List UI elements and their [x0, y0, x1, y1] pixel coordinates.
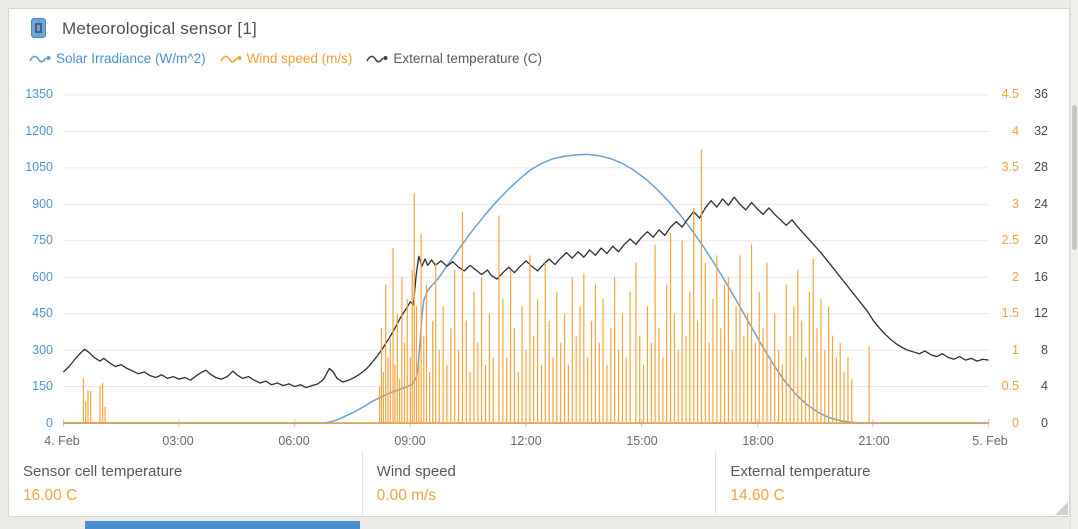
axis-tick-label: 1050 — [25, 160, 53, 175]
axis-tick-label: 900 — [32, 196, 53, 211]
axis-tick-label: 4.5 — [1001, 87, 1019, 101]
x-axis-tick-label: 4. Feb — [44, 434, 80, 448]
axis-tick-label: 8 — [1041, 342, 1048, 357]
x-axis-tick-label: 12:00 — [510, 434, 542, 448]
axis-tick-label: 2.5 — [1001, 233, 1019, 248]
axis-tick-label: 300 — [32, 342, 53, 357]
footer-panel-value: 14.60 C — [730, 487, 785, 504]
footer-panel-label: Sensor cell temperature — [23, 463, 183, 480]
axis-tick-label: 3.5 — [1001, 160, 1019, 175]
axis-tick-label: 450 — [32, 306, 53, 321]
axis-tick-label: 0 — [1041, 415, 1048, 430]
axis-tick-label: 24 — [1034, 196, 1048, 211]
axis-tick-label: 16 — [1034, 269, 1048, 284]
legend-item-label: External temperature (C) — [393, 51, 542, 66]
partial-next-widget-bar — [85, 521, 360, 529]
widget-resize-handle[interactable] — [1055, 502, 1068, 515]
widget-card: Meteorological sensor [1] Solar Irradian… — [8, 8, 1070, 517]
sensor-device-icon-inner — [35, 23, 42, 33]
legend-item-label: Wind speed (m/s) — [246, 51, 353, 66]
axis-tick-label: 4 — [1041, 379, 1048, 394]
chart-legend: Solar Irradiance (W/m^2) Wind speed (m/s)… — [29, 51, 556, 66]
x-axis-tick-labels: 4. Feb 03:00 06:00 09:00 12:00 15:00 18:00 21:0… — [44, 430, 1007, 448]
legend-item-solar-irradiance[interactable]: Solar Irradiance (W/m^2) — [29, 51, 206, 66]
scrollbar-thumb[interactable] — [1072, 105, 1077, 250]
x-axis-tick-label: 06:00 — [278, 434, 310, 448]
axis-tick-label: 750 — [32, 233, 53, 248]
footer-panel-label: External temperature — [730, 463, 871, 480]
series-squiggle-icon — [29, 55, 51, 63]
solar-axis-tick-labels: 1350 1200 1050 900 750 600 450 300 150 0 — [9, 87, 53, 431]
axis-tick-label: 1 — [1012, 342, 1019, 357]
axis-tick-label: 28 — [1034, 160, 1048, 175]
temp-axis-tick-labels: 36 32 28 24 20 16 12 8 4 0 — [1003, 87, 1048, 431]
wind-axis-tick-labels: 4.5 4 3.5 3 2.5 2 1.5 1 0.5 0 — [969, 87, 1019, 431]
x-axis-tick-label: 03:00 — [162, 434, 194, 448]
series-squiggle-icon — [219, 55, 242, 63]
x-axis-tick-label: 15:00 — [626, 434, 658, 448]
footer-panel-value: 0.00 m/s — [376, 487, 437, 504]
axis-tick-label: 1200 — [25, 123, 53, 138]
legend-item-wind-speed[interactable]: Wind speed (m/s) — [219, 51, 353, 66]
page-scrollbar[interactable] — [1070, 0, 1078, 529]
axis-tick-label: 4 — [1012, 123, 1019, 138]
x-axis-tick-label: 21:00 — [858, 434, 890, 448]
axis-tick-label: 0 — [1012, 415, 1019, 430]
axis-tick-label: 32 — [1034, 123, 1048, 138]
footer-readouts: Sensor cell temperature 16.00 C Wind spe… — [9, 452, 1069, 515]
axis-tick-label: 150 — [32, 379, 53, 394]
x-axis-tick-label: 09:00 — [394, 434, 426, 448]
axis-tick-label: 0 — [46, 415, 53, 430]
footer-panel-sensor-cell-temperature: Sensor cell temperature 16.00 C — [9, 452, 362, 515]
chart-plot-area[interactable] — [62, 94, 990, 434]
axis-tick-label: 600 — [32, 269, 53, 284]
x-axis-tick-label: 5. Feb — [972, 434, 1008, 448]
footer-panel-label: Wind speed — [376, 463, 456, 480]
axis-tick-label: 20 — [1034, 233, 1048, 248]
legend-item-external-temperature[interactable]: External temperature (C) — [366, 51, 542, 66]
footer-panel-value: 16.00 C — [23, 487, 78, 504]
sensor-device-icon — [31, 18, 46, 38]
axis-tick-label: 3 — [1012, 196, 1019, 211]
legend-item-label: Solar Irradiance (W/m^2) — [56, 51, 206, 66]
widget-title: Meteorological sensor [1] — [62, 19, 257, 38]
footer-panel-external-temperature: External temperature 14.60 C — [715, 452, 1069, 515]
axis-tick-label: 2 — [1012, 269, 1019, 284]
footer-panel-wind-speed: Wind speed 0.00 m/s — [361, 452, 716, 515]
series-squiggle-icon — [366, 55, 388, 63]
axis-tick-label: 1350 — [25, 87, 53, 101]
x-axis-tick-label: 18:00 — [742, 434, 774, 448]
axis-tick-label: 1.5 — [1001, 306, 1019, 321]
axis-tick-label: 12 — [1034, 306, 1048, 321]
plot-canvas[interactable] — [62, 94, 990, 434]
axis-tick-label: 36 — [1034, 87, 1048, 101]
axis-tick-label: 0.5 — [1001, 379, 1019, 394]
